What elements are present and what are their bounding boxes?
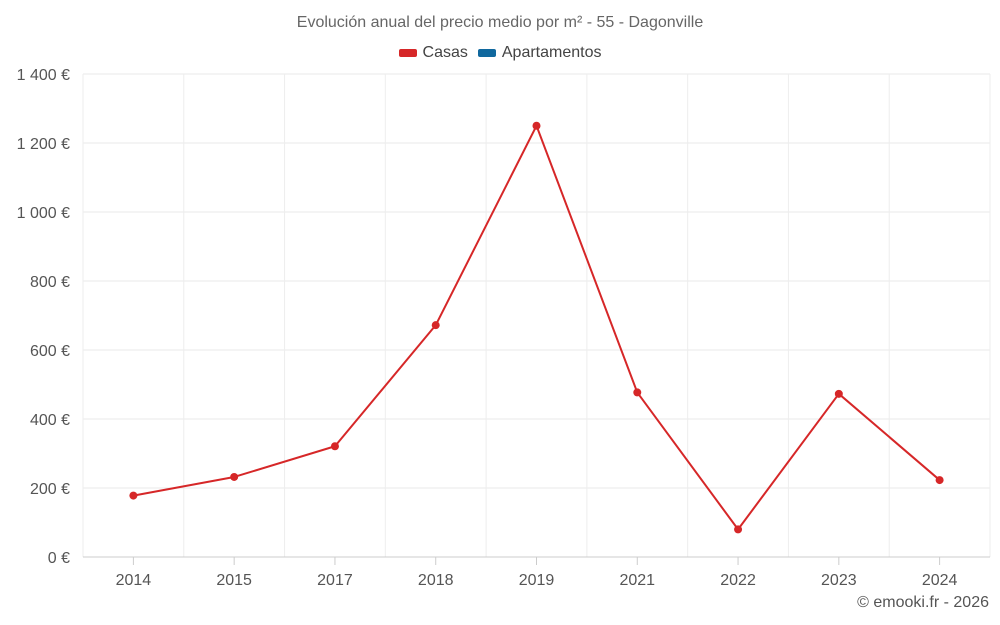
legend-swatch-apartamentos (477, 49, 496, 57)
legend-label-casas: Casas (422, 44, 468, 61)
data-point (532, 121, 541, 130)
x-tick-label: 2022 (720, 572, 756, 589)
y-tick-label: 1 000 € (17, 205, 70, 222)
x-tick-label: 2021 (619, 572, 655, 589)
data-point (734, 525, 743, 534)
x-tick-label: 2015 (216, 572, 252, 589)
y-tick-label: 600 € (30, 343, 70, 360)
x-tick-label: 2017 (317, 572, 353, 589)
x-tick-label: 2019 (519, 572, 555, 589)
y-tick-label: 1 200 € (17, 136, 70, 153)
legend-label-apartamentos: Apartamentos (501, 44, 602, 61)
credit-text: © emooki.fr - 2026 (857, 594, 989, 611)
data-point (935, 476, 944, 485)
series-line-0 (133, 124, 941, 531)
chart-title: Evolución anual del precio medio por m² … (296, 14, 704, 31)
y-tick-label: 200 € (30, 481, 70, 498)
data-point (230, 472, 239, 481)
y-tick-label: 400 € (30, 412, 70, 429)
data-point (129, 491, 138, 500)
x-tick-label: 2023 (821, 572, 857, 589)
legend-item-apartamentos[interactable]: Apartamentos (477, 44, 602, 62)
legend-item-casas[interactable]: Casas (398, 44, 468, 62)
y-tick-label: 1 400 € (17, 67, 70, 84)
data-point (834, 389, 843, 398)
y-tick-label: 800 € (30, 274, 70, 291)
data-point (330, 442, 339, 451)
x-tick-label: 2014 (116, 572, 152, 589)
legend: Casas Apartamentos (0, 44, 1000, 62)
data-point (431, 321, 440, 330)
x-tick-label: 2024 (922, 572, 958, 589)
x-tick-label: 2018 (418, 572, 454, 589)
data-point (633, 388, 642, 397)
y-tick-label: 0 € (48, 550, 70, 567)
legend-swatch-casas (398, 49, 417, 57)
